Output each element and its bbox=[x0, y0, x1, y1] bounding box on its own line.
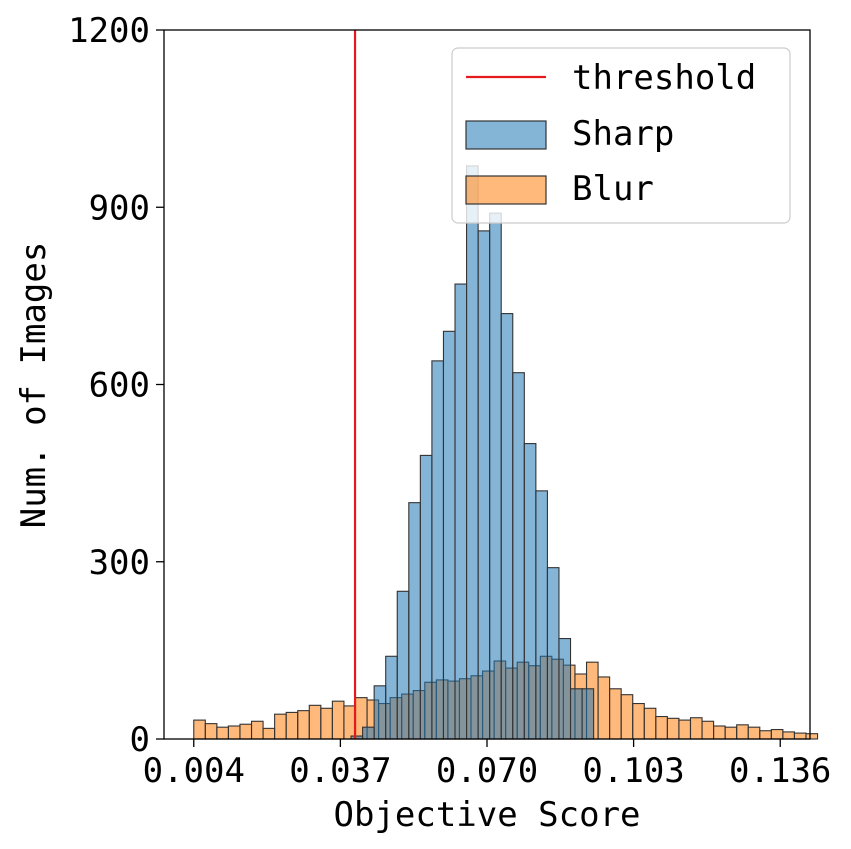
sharp-bar bbox=[466, 165, 479, 740]
blur-bar bbox=[609, 688, 622, 740]
sharp-bar bbox=[512, 372, 525, 740]
blur-bar bbox=[678, 719, 692, 740]
y-tick-label: 300 bbox=[89, 543, 150, 583]
x-tick-label: 0.103 bbox=[582, 751, 684, 791]
x-tick-label: 0.004 bbox=[143, 751, 245, 791]
legend-blur-swatch bbox=[465, 175, 547, 205]
blur-bar bbox=[239, 723, 253, 740]
x-axis-label: Objective Score bbox=[333, 795, 640, 835]
legend-threshold-label: threshold bbox=[572, 58, 756, 98]
blur-bar bbox=[262, 727, 276, 740]
sharp-bar bbox=[373, 685, 387, 740]
y-tick-label: 600 bbox=[89, 366, 150, 406]
blur-bar bbox=[793, 732, 807, 740]
blur-bar bbox=[193, 719, 206, 740]
blur-bar bbox=[701, 720, 715, 740]
legend: threshold Sharp Blur bbox=[451, 47, 791, 224]
legend-sharp-label: Sharp bbox=[572, 114, 674, 154]
blur-bar bbox=[666, 717, 680, 740]
sharp-bar bbox=[385, 655, 398, 740]
sharp-bar bbox=[535, 490, 548, 740]
blur-bar bbox=[747, 726, 761, 740]
blur-bar bbox=[285, 711, 299, 740]
sharp-bar bbox=[408, 502, 421, 740]
y-tick-label: 900 bbox=[89, 188, 150, 228]
blur-bar bbox=[331, 700, 345, 740]
sharp-bar bbox=[362, 726, 375, 740]
blur-bar bbox=[632, 702, 645, 740]
blur-bar bbox=[689, 717, 703, 740]
legend-sharp-swatch bbox=[465, 120, 547, 150]
x-tick-label: 0.037 bbox=[289, 751, 391, 791]
sharp-bar bbox=[396, 590, 410, 740]
y-tick-label: 1200 bbox=[68, 11, 150, 51]
sharp-bar bbox=[546, 567, 560, 740]
sharp-bar bbox=[419, 454, 433, 740]
blur-bar bbox=[759, 730, 772, 740]
blur-bar bbox=[204, 723, 218, 740]
x-tick-label: 0.070 bbox=[436, 751, 538, 791]
sharp-bar bbox=[454, 283, 468, 740]
blur-bar bbox=[655, 715, 668, 740]
sharp-bar bbox=[558, 638, 572, 740]
legend-blur-label: Blur bbox=[572, 169, 654, 209]
sharp-bar bbox=[569, 688, 583, 740]
blur-bar bbox=[308, 704, 322, 740]
blur-bar bbox=[250, 720, 264, 740]
sharp-bar bbox=[477, 230, 491, 740]
sharp-bar bbox=[489, 212, 502, 740]
sharp-bar bbox=[442, 330, 456, 740]
sharp-bar bbox=[500, 313, 514, 740]
sharp-bar bbox=[523, 443, 537, 740]
blur-bar bbox=[227, 725, 241, 740]
blur-bar bbox=[216, 726, 229, 740]
blur-bar bbox=[274, 713, 287, 740]
x-tick-label: 0.136 bbox=[729, 751, 831, 791]
blur-bar bbox=[713, 725, 726, 740]
blur-bar bbox=[597, 676, 611, 740]
sharp-bar bbox=[431, 360, 445, 740]
blur-bar bbox=[805, 733, 819, 740]
sharp-bar bbox=[581, 688, 595, 740]
blur-bar bbox=[782, 731, 795, 740]
y-axis-label: Num. of Images bbox=[14, 242, 54, 529]
x-axis: 0.004 0.037 0.070 0.103 0.136 bbox=[143, 739, 831, 791]
blur-bar bbox=[724, 726, 738, 740]
blur-bar bbox=[770, 728, 784, 740]
blur-bar bbox=[343, 705, 357, 740]
blur-bar bbox=[620, 694, 634, 740]
y-tick-label: 0 bbox=[130, 720, 150, 760]
blur-bar bbox=[297, 710, 310, 740]
y-axis: 0 300 600 900 1200 bbox=[68, 11, 164, 760]
blur-bar bbox=[643, 707, 657, 740]
blur-bar bbox=[320, 707, 333, 740]
sharp-bars-group bbox=[350, 165, 595, 740]
blur-bar bbox=[736, 724, 749, 740]
